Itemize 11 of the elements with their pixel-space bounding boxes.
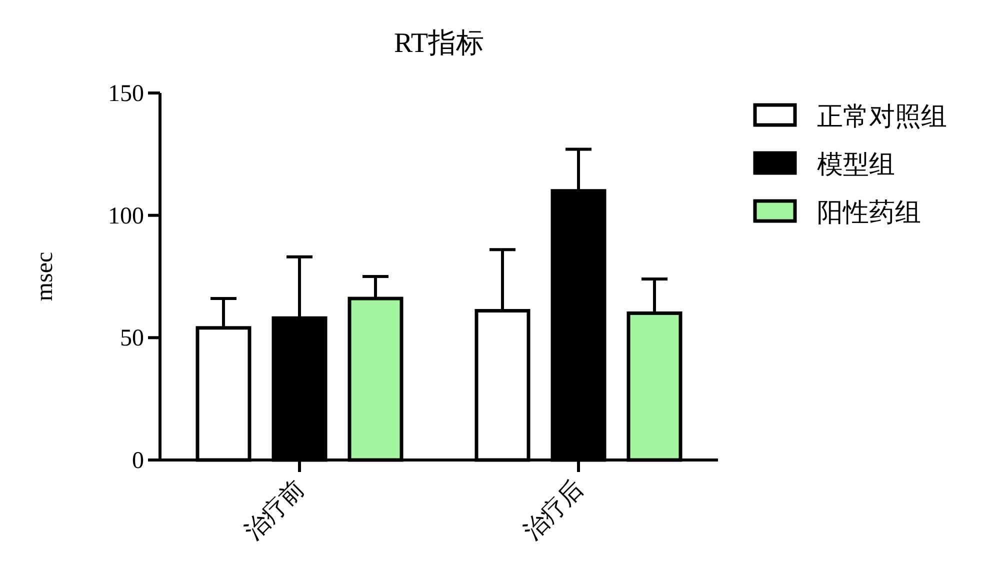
legend-label: 模型组 bbox=[817, 150, 895, 179]
x-tick-label: 治疗后 bbox=[519, 476, 589, 546]
y-tick-label: 0 bbox=[132, 448, 144, 474]
x-tick-label: 治疗前 bbox=[240, 476, 310, 546]
chart-title: RT指标 bbox=[394, 28, 484, 59]
legend-label: 正常对照组 bbox=[817, 102, 947, 131]
y-axis-title: msec bbox=[32, 252, 58, 302]
y-tick-label: 150 bbox=[108, 81, 144, 107]
y-tick-label: 100 bbox=[108, 203, 144, 230]
legend-label: 阳性药组 bbox=[817, 198, 921, 227]
y-tick-label: 50 bbox=[120, 326, 144, 352]
